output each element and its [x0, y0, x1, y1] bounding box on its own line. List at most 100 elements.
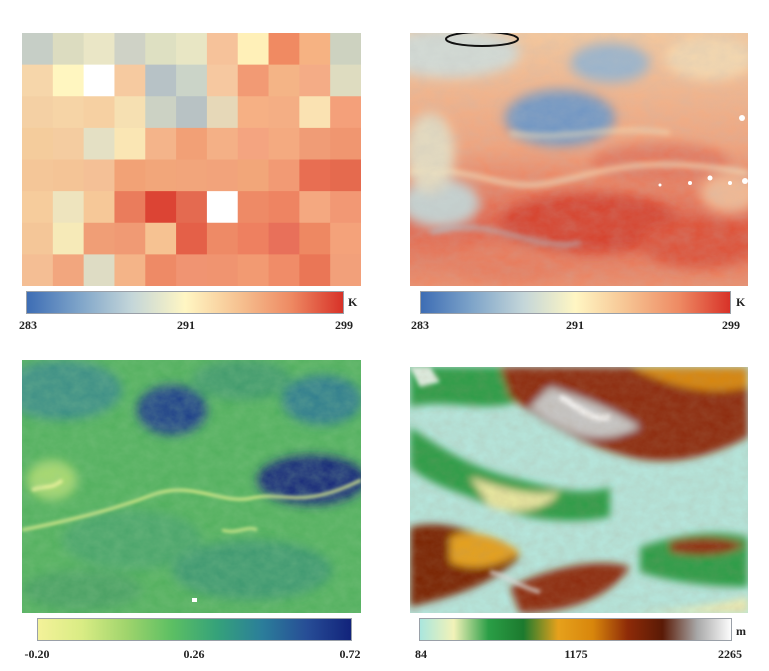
coarse-lst-tick-max: 299: [335, 318, 353, 332]
grid-cell: [83, 191, 115, 224]
grid-cell: [22, 33, 54, 66]
grid-cell: [114, 222, 146, 255]
dem-unit: m: [736, 624, 746, 638]
grid-cell: [330, 254, 361, 286]
grid-cell: [176, 222, 208, 255]
grid-cell: [114, 33, 146, 66]
grid-cell: [206, 254, 239, 286]
grid-cell: [206, 191, 239, 224]
grid-cell: [176, 254, 208, 286]
grid-cell: [299, 191, 331, 224]
grid-cell: [206, 222, 239, 255]
grid-cell: [237, 96, 270, 129]
grid-cell: [268, 127, 300, 161]
grid-cell: [268, 191, 300, 224]
grid-cell: [145, 33, 177, 66]
grid-cell: [83, 159, 115, 192]
coarse-lst-tick-mid: 291: [177, 318, 195, 332]
ndvi-tick-max: 0.72: [339, 647, 361, 661]
grid-cell: [237, 191, 270, 224]
grid-cell: [268, 96, 300, 129]
grid-cell: [330, 96, 361, 129]
grid-cell: [330, 127, 361, 161]
grid-cell: [237, 254, 270, 286]
grid-cell: [268, 159, 300, 192]
grid-cell: [83, 127, 115, 161]
grid-cell: [206, 96, 239, 129]
grid-cell: [176, 33, 208, 66]
fine-lst-unit: K: [736, 295, 746, 309]
grid-cell: [83, 222, 115, 255]
grid-cell: [176, 64, 208, 97]
grid-cell: [145, 96, 177, 129]
grid-cell: [176, 127, 208, 161]
grid-cell: [114, 254, 146, 286]
cloud-gaps: [658, 115, 748, 187]
grid-cell: [268, 33, 300, 66]
grid-cell: [299, 127, 331, 161]
grid-cell: [52, 191, 85, 224]
grid-cell: [52, 159, 85, 192]
grid-cell: [22, 64, 54, 97]
grid-cell: [145, 222, 177, 255]
grid-cell: [52, 96, 85, 129]
dem-tick-max: 2265: [718, 647, 742, 661]
grid-cell: [52, 64, 85, 97]
fine-lst-tick-max: 299: [722, 318, 740, 332]
dem-tick-min: 84: [415, 647, 427, 661]
grid-cell: [330, 222, 361, 255]
grid-cell: [299, 64, 331, 97]
grid-cell: [330, 159, 361, 192]
grid-cell: [114, 64, 146, 97]
grid-cell: [83, 33, 115, 66]
grid-cell: [52, 33, 85, 66]
fine-lst-tick-min: 283: [411, 318, 429, 332]
grid-cell: [299, 254, 331, 286]
grid-cell: [268, 222, 300, 255]
ndvi-map: [22, 360, 361, 613]
coarse-lst-grid: [22, 33, 361, 286]
grid-cell: [52, 222, 85, 255]
grid-cell: [237, 222, 270, 255]
grid-cell: [114, 96, 146, 129]
fine-lst-map: [410, 33, 748, 286]
grid-cell: [22, 159, 54, 192]
dem-image: [410, 367, 748, 613]
grid-cell: [145, 191, 177, 224]
fine-lst-image: [410, 33, 748, 286]
grid-cell: [299, 96, 331, 129]
grid-cell: [206, 33, 239, 66]
grid-cell: [299, 222, 331, 255]
grid-cell: [237, 159, 270, 192]
grid-cell: [206, 64, 239, 97]
grid-cell: [237, 64, 270, 97]
grid-cell: [145, 64, 177, 97]
fine-lst-colorbar: [420, 291, 731, 314]
grid-cell: [114, 159, 146, 192]
ndvi-colorbar: [37, 618, 352, 641]
grid-cell: [114, 127, 146, 161]
ndvi-image: [22, 360, 361, 613]
grid-cell: [330, 64, 361, 97]
grid-cell: [330, 33, 361, 66]
grid-cell: [268, 64, 300, 97]
dem-colorbar: [419, 618, 732, 641]
grid-cell: [83, 96, 115, 129]
coarse-lst-tick-min: 283: [19, 318, 37, 332]
grid-cell: [83, 254, 115, 286]
grid-cell: [299, 159, 331, 192]
highlight-ellipse: [445, 33, 519, 47]
grid-cell: [22, 96, 54, 129]
grid-cell: [299, 33, 331, 66]
grid-cell: [22, 254, 54, 286]
grid-cell: [330, 191, 361, 224]
grid-cell: [176, 191, 208, 224]
grid-cell: [22, 127, 54, 161]
ndvi-tick-min: -0.20: [24, 647, 50, 661]
grid-cell: [176, 96, 208, 129]
grid-cell: [206, 127, 239, 161]
grid-cell: [206, 159, 239, 192]
dem-map: [410, 367, 748, 613]
grid-cell: [52, 127, 85, 161]
grid-cell: [22, 191, 54, 224]
